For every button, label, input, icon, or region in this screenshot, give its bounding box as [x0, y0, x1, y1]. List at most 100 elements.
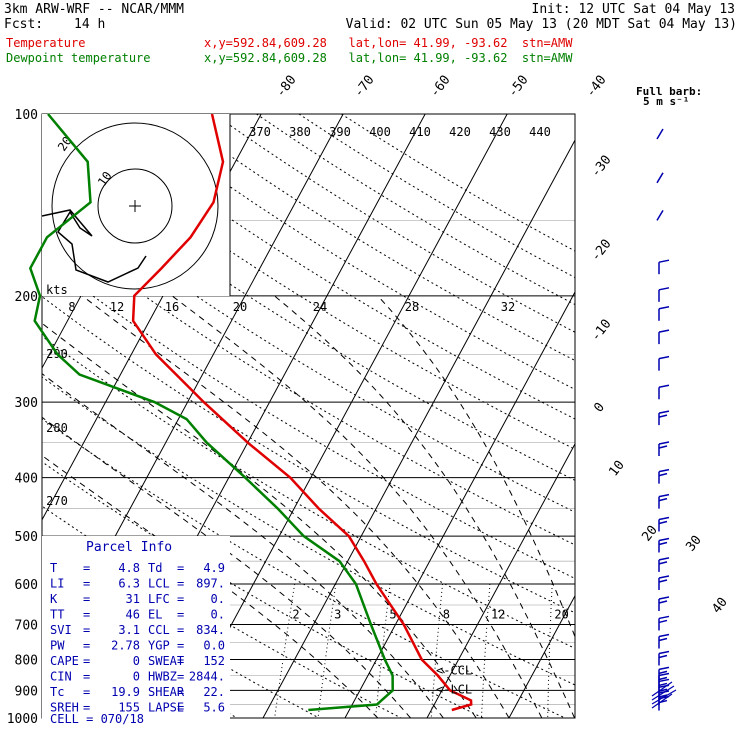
- pressure-label: 900: [15, 684, 38, 699]
- isotherm: [673, 114, 740, 718]
- parcel-cell: =: [83, 654, 90, 668]
- parcel-cell: LCL: [148, 577, 170, 591]
- parcel-cell: 3.1: [118, 623, 140, 637]
- hodograph-axis-label: 16: [165, 300, 179, 314]
- wind-barb-flag: [658, 414, 668, 418]
- hodograph-axis-label: 12: [110, 300, 124, 314]
- parcel-cell: 0: [133, 654, 140, 668]
- parcel-cell: 155: [118, 701, 140, 715]
- pressure-label: 700: [15, 618, 38, 633]
- isotherm-label: -60: [427, 73, 453, 101]
- level-marker: <-CCL: [436, 663, 472, 677]
- dewpoint-location: x,y=592.84,609.28 lat,lon= 41.99, -93.62…: [204, 51, 573, 65]
- theta-label: 390: [329, 125, 351, 139]
- mixing-ratio-label: 2: [292, 607, 299, 621]
- parcel-cell: 19.9: [111, 685, 140, 699]
- barb-scale-title: Full barb:: [636, 85, 702, 98]
- wind-barb-flag: [658, 306, 670, 310]
- parcel-cell: =: [83, 561, 90, 575]
- parcel-cell: =: [177, 685, 184, 699]
- pressure-label: 600: [15, 578, 38, 593]
- theta-lower-label: 270: [46, 494, 68, 508]
- parcel-cell: 834.: [196, 623, 225, 637]
- wind-barb-flag: [658, 516, 670, 521]
- parcel-cell: =: [83, 670, 90, 684]
- hodograph-axis-label: 20: [233, 300, 247, 314]
- wind-barb-flag: [658, 650, 670, 655]
- isotherm: [180, 114, 508, 718]
- dry-adiabat: [298, 114, 575, 279]
- parcel-cell: K: [50, 592, 58, 606]
- theta-label: 420: [449, 125, 471, 139]
- theta-label: 380: [289, 125, 311, 139]
- profiles-layer: <-CCL <-LCL: [28, 113, 473, 712]
- theta-lower-label: 280: [46, 421, 68, 435]
- parcel-cell: =: [83, 577, 90, 591]
- isotherm-label: 30: [683, 533, 704, 555]
- wind-barb-flag: [658, 575, 670, 579]
- parcel-cell: 2844.: [189, 670, 225, 684]
- model-title: 3km ARW-WRF -- NCAR/MMM: [4, 2, 185, 17]
- hodograph-rings: [51, 122, 219, 290]
- pressure-label: 200: [15, 290, 38, 305]
- parcel-cell: SHEAR: [148, 685, 185, 699]
- wind-barb-flag: [658, 384, 670, 389]
- mixing-ratio-line: [547, 583, 553, 718]
- wind-barb-flag: [658, 633, 670, 638]
- parcel-title: Parcel Info: [86, 540, 172, 555]
- wind-barb-staff: [651, 689, 677, 705]
- wind-barb-flag: [658, 615, 670, 620]
- wind-barb-flag: [658, 678, 670, 683]
- parcel-cell: 0.0: [203, 639, 225, 653]
- isotherm-label: -50: [505, 73, 531, 101]
- parcel-cell: 4.9: [203, 561, 225, 575]
- parcel-cell: EL: [148, 608, 162, 622]
- parcel-cell: =: [177, 592, 184, 606]
- wind-barb-flag: [658, 672, 670, 677]
- mixing-ratio-label: 8: [443, 607, 450, 621]
- wind-barb-flag: [658, 557, 670, 561]
- isotherm-label: 20: [639, 523, 660, 545]
- forecast-label: Fcst:: [4, 17, 44, 32]
- isotherm-label: -70: [351, 73, 377, 101]
- wind-barb-flag: [658, 654, 668, 659]
- hodograph-axis-label: 32: [501, 300, 515, 314]
- parcel-cell: 31: [126, 592, 140, 606]
- parcel-cell: YGP: [148, 639, 170, 653]
- parcel-cell: CAPE: [50, 654, 79, 668]
- parcel-cell: Tc: [50, 685, 64, 699]
- pressure-label: 1000: [7, 712, 38, 727]
- theta-label: 430: [489, 125, 511, 139]
- parcel-cell: =: [177, 561, 184, 575]
- wind-barb-flag: [658, 596, 670, 600]
- hodograph-ring: [97, 168, 173, 244]
- mixing-ratio-label: 5: [389, 607, 396, 621]
- parcel-cell: =: [83, 639, 90, 653]
- mixing-ratio-line: [375, 583, 391, 718]
- wind-barb-flag: [658, 472, 668, 477]
- dewpoint-legend: Dewpoint temperature: [6, 51, 151, 65]
- parcel-cell: =: [177, 654, 184, 668]
- wind-barb-flag: [658, 541, 668, 546]
- parcel-cell: 897.: [196, 577, 225, 591]
- parcel-cell: PW: [50, 639, 65, 653]
- parcel-panel-bg: [42, 536, 230, 722]
- isotherm-label: 40: [709, 595, 730, 617]
- hodograph-ring-label: 10: [95, 169, 115, 189]
- wind-barb-staff: [651, 685, 675, 701]
- dry-adiabat: [256, 114, 575, 306]
- isotherm-label: -30: [588, 153, 614, 181]
- hodograph-axis-label: 24: [313, 300, 327, 314]
- wind-barb-flag: [658, 259, 670, 263]
- hodograph-unit: kts: [46, 283, 68, 297]
- parcel-cell: 2.78: [111, 639, 140, 653]
- isotherm: [508, 594, 575, 718]
- dry-adiabat: [42, 418, 566, 718]
- isotherm-label: -20: [588, 237, 614, 265]
- parcel-cell: 152: [203, 654, 225, 668]
- wind-barb-flag: [658, 579, 668, 583]
- wind-barb-staff: [656, 172, 664, 184]
- parcel-cell: T: [50, 561, 57, 575]
- wind-barb-staff: [651, 693, 673, 709]
